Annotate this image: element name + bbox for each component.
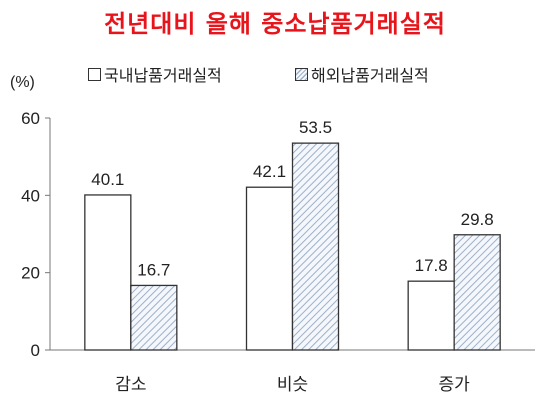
data-label: 17.8 [415, 256, 448, 275]
bar-domestic [407, 280, 455, 351]
y-tick-label: 20 [21, 264, 40, 283]
data-label: 29.8 [461, 210, 494, 229]
data-label: 42.1 [253, 162, 286, 181]
bar-overseas [453, 234, 501, 351]
legend-label-overseas: 해외납품거래실적 [311, 66, 429, 85]
y-tick-label: 60 [21, 109, 40, 128]
bar-domestic [245, 186, 294, 351]
y-tick-label: 40 [21, 186, 40, 205]
legend-item-overseas: 해외납품거래실적 [295, 62, 429, 86]
x-category-label: 감소 [115, 375, 146, 395]
data-label: 16.7 [137, 260, 170, 279]
y-axis-unit-label: (%) [10, 74, 35, 91]
bar-overseas [291, 142, 340, 351]
bar-domestic [84, 194, 132, 351]
legend-label-domestic: 국내납품거래실적 [104, 66, 222, 85]
data-label: 40.1 [91, 170, 124, 189]
y-tick-label: 0 [31, 341, 40, 360]
bar-overseas [130, 284, 178, 351]
legend-swatch-hatched [295, 67, 308, 81]
x-category-label: 증가 [439, 375, 471, 395]
data-label: 53.5 [299, 118, 332, 137]
legend-item-domestic: 국내납품거래실적 [88, 62, 222, 86]
chart-title: 전년대비 올해 중소납품거래실적 [104, 10, 446, 38]
legend-swatch-plain [88, 67, 101, 81]
x-category-label: 비슷 [277, 375, 308, 395]
